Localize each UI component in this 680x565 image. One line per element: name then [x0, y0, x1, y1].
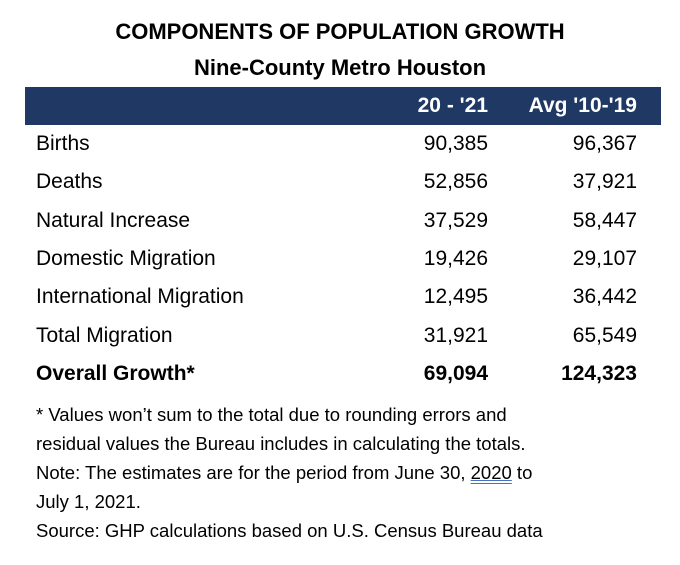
value-avg-10-19: 58,447: [572, 208, 637, 232]
footnote-rounding: * Values won’t sum to the total due to r…: [36, 404, 507, 425]
value-2020-21: 19,426: [423, 246, 488, 270]
table-row: Natural Increase 37,529 58,447: [0, 209, 680, 247]
value-avg-10-19: 65,549: [572, 323, 637, 347]
note-period: Note: The estimates are for the period f…: [36, 458, 676, 487]
table-row: Deaths 52,856 37,921: [0, 170, 680, 208]
column-header-2020-21: 20 - '21: [417, 94, 488, 117]
table-row: Overall Growth* 69,094 124,323: [0, 362, 680, 400]
note-text: to: [511, 462, 533, 483]
value-avg-10-19: 29,107: [572, 246, 637, 270]
row-label: Total Migration: [36, 323, 173, 347]
value-2020-21: 69,094: [423, 361, 488, 385]
value-2020-21: 12,495: [423, 285, 488, 309]
row-label: Overall Growth*: [36, 361, 195, 385]
value-avg-10-19: 124,323: [561, 361, 637, 385]
row-label: Natural Increase: [36, 208, 191, 232]
value-2020-21: 52,856: [423, 170, 488, 194]
value-avg-10-19: 37,921: [572, 170, 637, 194]
source-note: Source: GHP calculations based on U.S. C…: [36, 520, 543, 541]
value-2020-21: 31,921: [423, 323, 488, 347]
note-text: Note: The estimates are for the period f…: [36, 462, 471, 483]
footnote-rounding-cont: residual values the Bureau includes in c…: [36, 433, 526, 454]
table-row: Total Migration 31,921 65,549: [0, 324, 680, 362]
note-year: 2020: [470, 462, 512, 483]
table-title: COMPONENTS OF POPULATION GROWTH: [115, 19, 565, 44]
value-avg-10-19: 96,367: [572, 132, 637, 155]
note-period-cont: July 1, 2021.: [36, 491, 141, 512]
row-label: Deaths: [36, 170, 103, 194]
value-2020-21: 37,529: [423, 208, 488, 232]
value-2020-21: 90,385: [423, 132, 488, 155]
column-header-avg-10-19: Avg '10-'19: [528, 94, 637, 117]
row-label: Births: [36, 132, 90, 155]
table-header: 20 - '21 Avg '10-'19: [25, 87, 661, 125]
table-row: Domestic Migration 19,426 29,107: [0, 247, 680, 285]
row-label: Domestic Migration: [36, 246, 216, 270]
table-row: Births 90,385 96,367: [0, 132, 680, 170]
row-label: International Migration: [36, 285, 244, 309]
table-row: International Migration 12,495 36,442: [0, 285, 680, 323]
table-subtitle: Nine-County Metro Houston: [193, 55, 487, 80]
value-avg-10-19: 36,442: [572, 285, 637, 309]
footnotes: * Values won’t sum to the total due to r…: [36, 400, 676, 545]
